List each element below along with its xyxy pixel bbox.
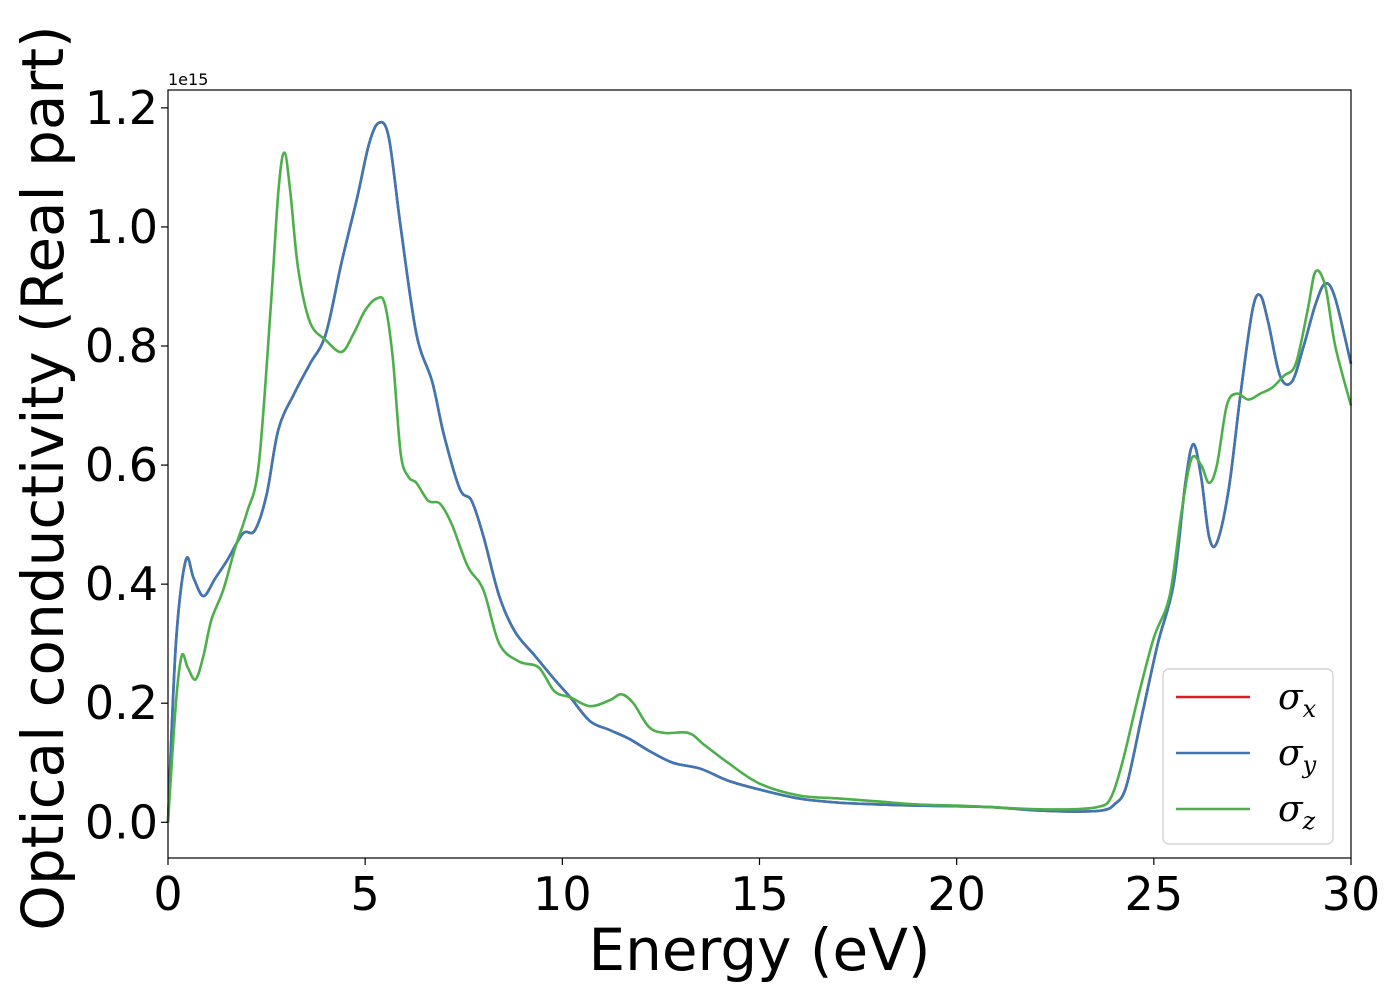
- series-layer: [166, 120, 1353, 823]
- x-axis-label: Energy (eV): [588, 916, 930, 984]
- y-tick-label: 1.2: [85, 81, 158, 135]
- y-axis-label: Optical conductivity (Real part): [9, 25, 77, 930]
- y-tick-label: 0.4: [85, 557, 158, 611]
- y-tick-label: 0.6: [85, 438, 158, 492]
- plot-content: [166, 89, 1353, 859]
- x-tick-label: 15: [730, 867, 789, 921]
- x-tick-label: 0: [153, 867, 182, 921]
- x-tick-label: 10: [533, 867, 592, 921]
- legend-box: [1162, 668, 1334, 845]
- y-tick-label: 1.0: [85, 200, 158, 254]
- y-axis-ticks: 0.0 0.2 0.4 0.6 0.8 1.0 1.2: [85, 81, 168, 849]
- y-tick-label: 0.2: [85, 676, 158, 730]
- x-tick-label: 5: [351, 867, 380, 921]
- x-tick-label: 30: [1322, 867, 1381, 921]
- x-tick-label: 20: [927, 867, 986, 921]
- plot-area: [168, 90, 1351, 858]
- series-line-sigma-z: [166, 151, 1353, 823]
- x-tick-label: 25: [1125, 867, 1184, 921]
- y-tick-label: 0.0: [85, 795, 158, 849]
- y-tick-label: 0.8: [85, 319, 158, 373]
- y-offset-text: 1e15: [168, 70, 208, 89]
- series-line-sigma-y: [166, 120, 1353, 823]
- x-axis-ticks: 0 5 10 15 20 25 30: [153, 858, 1380, 921]
